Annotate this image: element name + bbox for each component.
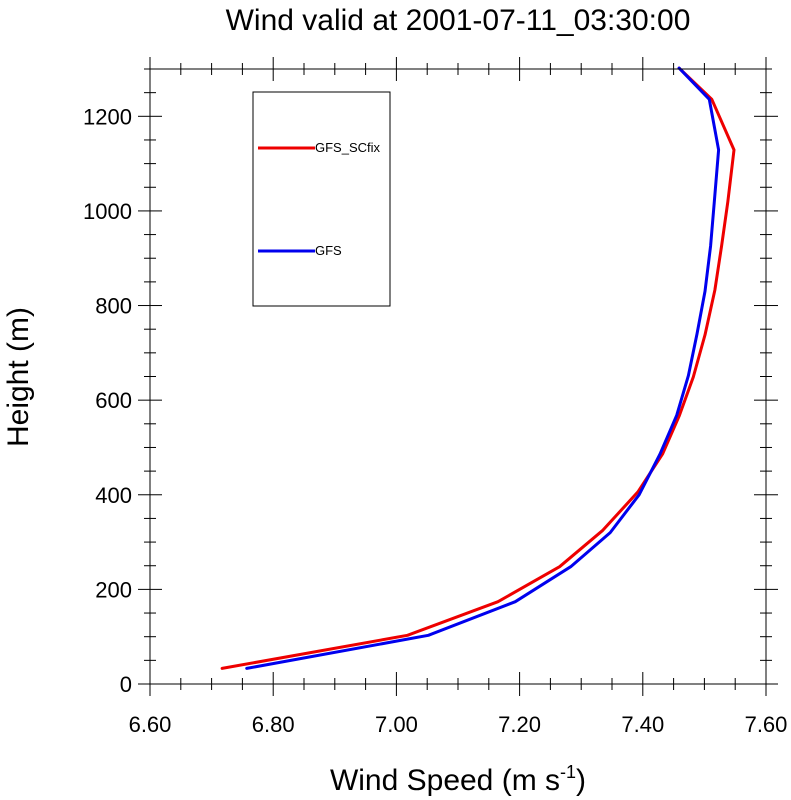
plot-frame (149, 68, 767, 685)
x-axis-title-main: Wind Speed (m s (330, 764, 560, 797)
x-tick-label: 7.20 (498, 712, 541, 737)
x-tick-label: 7.60 (745, 712, 788, 737)
y-tick-label: 1000 (83, 199, 132, 224)
x-tick-label: 6.80 (252, 712, 295, 737)
legend-label-gfs: GFS (315, 243, 342, 258)
series-lines (220, 66, 736, 670)
x-tick-label: 7.40 (621, 712, 664, 737)
y-tick-label: 800 (95, 294, 132, 319)
legend: GFS_SCfix GFS (252, 91, 391, 307)
series-line-gfs-scfix (220, 66, 736, 670)
series-line-gfs (245, 66, 721, 670)
y-tick-label: 600 (95, 388, 132, 413)
x-tick-label: 7.00 (375, 712, 418, 737)
axis-ticks: 6.60 6.80 7.00 7.20 7.40 7.60 0 200 400 600 800 100… (83, 57, 787, 737)
y-tick-label: 400 (95, 483, 132, 508)
x-axis-title-close: ) (576, 764, 586, 797)
x-axis-title: Wind Speed (m s-1) (330, 762, 586, 797)
legend-box (252, 91, 391, 307)
y-tick-label: 1200 (83, 104, 132, 129)
legend-label-gfs-scfix: GFS_SCfix (315, 140, 381, 155)
y-axis-title: Height (m) (2, 307, 35, 447)
y-tick-label: 0 (120, 672, 132, 697)
chart-title: Wind valid at 2001-07-11_03:30:00 (226, 4, 691, 37)
x-axis-title-superscript: -1 (560, 762, 576, 782)
x-tick-label: 6.60 (129, 712, 172, 737)
y-tick-label: 200 (95, 577, 132, 602)
